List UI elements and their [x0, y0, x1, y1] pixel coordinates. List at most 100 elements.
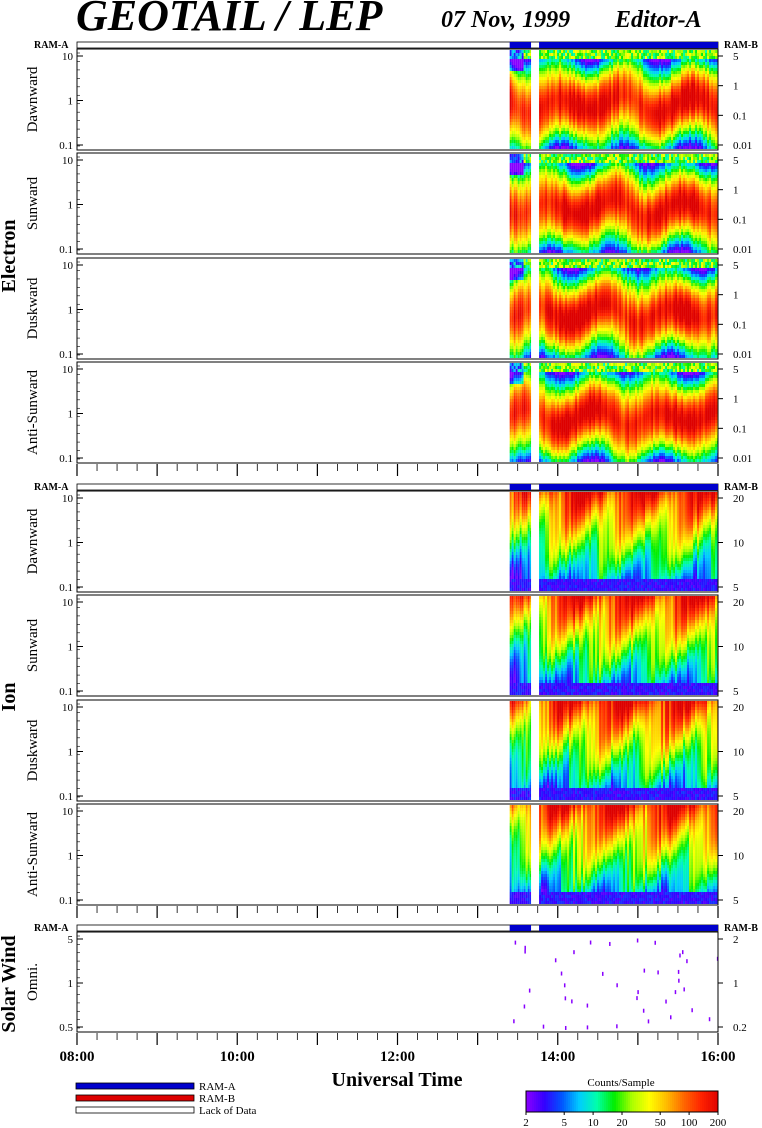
spectrogram-cell [657, 65, 660, 68]
spectrogram-cell [583, 229, 586, 232]
spectrogram-cell [641, 89, 644, 92]
spectrogram-cell [679, 110, 682, 113]
spectrogram-cell [553, 196, 556, 199]
spectrogram-cell [585, 154, 588, 157]
spectrogram-cell [565, 226, 568, 229]
spectrogram-cell [591, 80, 594, 83]
spectrogram-cell [561, 160, 564, 163]
spectrogram-cell [539, 208, 542, 211]
spectrogram-cell [509, 65, 512, 68]
spectrogram-cell [511, 113, 514, 116]
spectrogram-cell [541, 68, 544, 71]
spectrogram-cell [705, 86, 708, 89]
spectrogram-cell [683, 68, 686, 71]
spectrogram-cell [549, 122, 552, 125]
spectrogram-cell [591, 143, 594, 146]
spectrogram-cell [673, 98, 676, 101]
spectrogram-cell [595, 190, 598, 193]
spectrogram-cell [583, 80, 586, 83]
spectrogram-cell [595, 62, 598, 65]
spectrogram-cell [699, 86, 702, 89]
spectrogram-cell [539, 220, 542, 223]
spectrogram-cell [661, 86, 664, 89]
spectrogram-cell [715, 137, 718, 140]
spectrogram-cell [705, 95, 708, 98]
spectrogram-cell [515, 199, 518, 202]
spectrogram-cell [599, 214, 602, 217]
spectrogram-cell [555, 157, 558, 160]
spectrogram-cell [637, 59, 640, 62]
spectrogram-cell [571, 229, 574, 232]
spectrogram-cell [703, 62, 706, 65]
spectrogram-cell [665, 140, 668, 143]
spectrogram-cell [547, 178, 550, 181]
spectrogram-cell [587, 175, 590, 178]
spectrogram-cell [517, 211, 520, 214]
spectrogram-cell [651, 89, 654, 92]
spectrogram-cell [549, 223, 552, 226]
spectrogram-cell [509, 92, 512, 95]
spectrogram-cell [523, 190, 526, 193]
spectrogram-cell [543, 220, 546, 223]
spectrogram-cell [667, 116, 670, 119]
spectrogram-cell [515, 223, 518, 226]
spectrogram-cell [525, 169, 528, 172]
spectrogram-cell [679, 59, 682, 62]
spectrogram-cell [581, 119, 584, 122]
spectrogram-cell [627, 86, 630, 89]
spectrogram-cell [555, 202, 558, 205]
spectrogram-cell [575, 128, 578, 131]
spectrogram-cell [709, 83, 712, 86]
spectrogram-cell [579, 77, 582, 80]
spectrogram-cell [597, 80, 600, 83]
spectrogram-cell [655, 95, 658, 98]
spectrogram-cell [577, 62, 580, 65]
spectrogram-cell [655, 80, 658, 83]
spectrogram-cell [587, 68, 590, 71]
spectrogram-cell [591, 131, 594, 134]
spectrogram-cell [561, 205, 564, 208]
spectrogram-cell [589, 208, 592, 211]
spectrogram-cell [591, 56, 594, 59]
spectrogram-cell [509, 119, 512, 122]
spectrogram-cell [529, 220, 532, 223]
spectrogram-cell [647, 95, 650, 98]
spectrogram-cell [529, 86, 532, 89]
spectrogram-cell [559, 172, 562, 175]
spectrogram-cell [559, 238, 562, 241]
spectrogram-cell [637, 77, 640, 80]
spectrogram-cell [657, 68, 660, 71]
spectrogram-cell [515, 157, 518, 160]
spectrogram-cell [523, 62, 526, 65]
spectrogram-cell [565, 214, 568, 217]
spectrogram-cell [607, 140, 610, 143]
spectrogram-cell [601, 89, 604, 92]
spectrogram-cell [557, 89, 560, 92]
spectrogram-cell [555, 226, 558, 229]
spectrogram-cell [517, 95, 520, 98]
spectrogram-cell [579, 65, 582, 68]
spectrogram-cell [703, 143, 706, 146]
spectrogram-cell [629, 104, 632, 107]
spectrogram-cell [581, 59, 584, 62]
spectrogram-cell [623, 116, 626, 119]
spectrogram-cell [701, 125, 704, 128]
spectrogram-cell [637, 74, 640, 77]
spectrogram-cell [611, 71, 614, 74]
spectrogram-cell [561, 134, 564, 137]
spectrogram-cell [575, 137, 578, 140]
spectrogram-cell [607, 56, 610, 59]
spectrogram-cell [625, 110, 628, 113]
spectrogram-cell [557, 104, 560, 107]
spectrogram-cell [527, 62, 530, 65]
spectrogram-cell [543, 211, 546, 214]
spectrogram-cell [553, 244, 556, 247]
spectrogram-cell [567, 92, 570, 95]
spectrogram-cell [551, 232, 554, 235]
spectrogram-cell [581, 140, 584, 143]
spectrogram-cell [539, 74, 542, 77]
spectrogram-cell [583, 110, 586, 113]
spectrogram-cell [607, 77, 610, 80]
spectrogram-cell [669, 113, 672, 116]
spectrogram-cell [597, 187, 600, 190]
